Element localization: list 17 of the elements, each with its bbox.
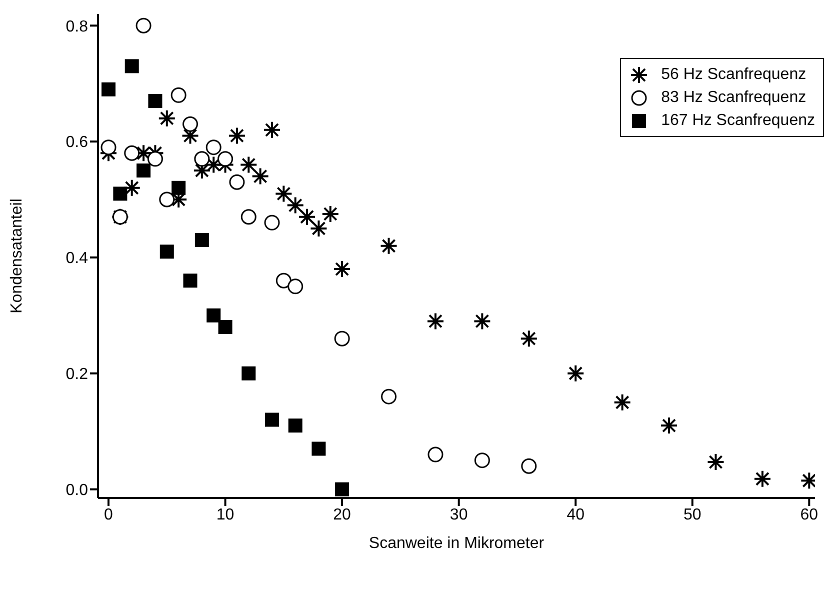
x-tick-label: 20 — [333, 506, 352, 524]
legend-label: 167 Hz Scanfrequenz — [661, 111, 815, 131]
y-tick-label: 0.2 — [66, 366, 88, 384]
y-tick-label: 0.0 — [66, 482, 88, 499]
x-tick-label: 10 — [216, 506, 234, 524]
x-tick-label: 60 — [800, 506, 818, 524]
x-axis-title: Scanweite in Mikrometer — [368, 535, 545, 552]
x-tick-label: 40 — [566, 506, 585, 524]
y-axis-title: Kondensatanteil — [8, 198, 26, 314]
y-tick-label: 0.6 — [66, 134, 88, 152]
y-tick-label: 0.8 — [66, 18, 88, 36]
legend-label: 56 Hz Scanfrequenz — [661, 65, 806, 85]
x-tick-label: 0 — [104, 506, 114, 524]
legend-label: 83 Hz Scanfrequenz — [661, 88, 806, 108]
y-tick-label: 0.4 — [66, 250, 88, 268]
x-tick-label: 30 — [450, 506, 468, 524]
x-tick-label: 50 — [683, 506, 702, 524]
